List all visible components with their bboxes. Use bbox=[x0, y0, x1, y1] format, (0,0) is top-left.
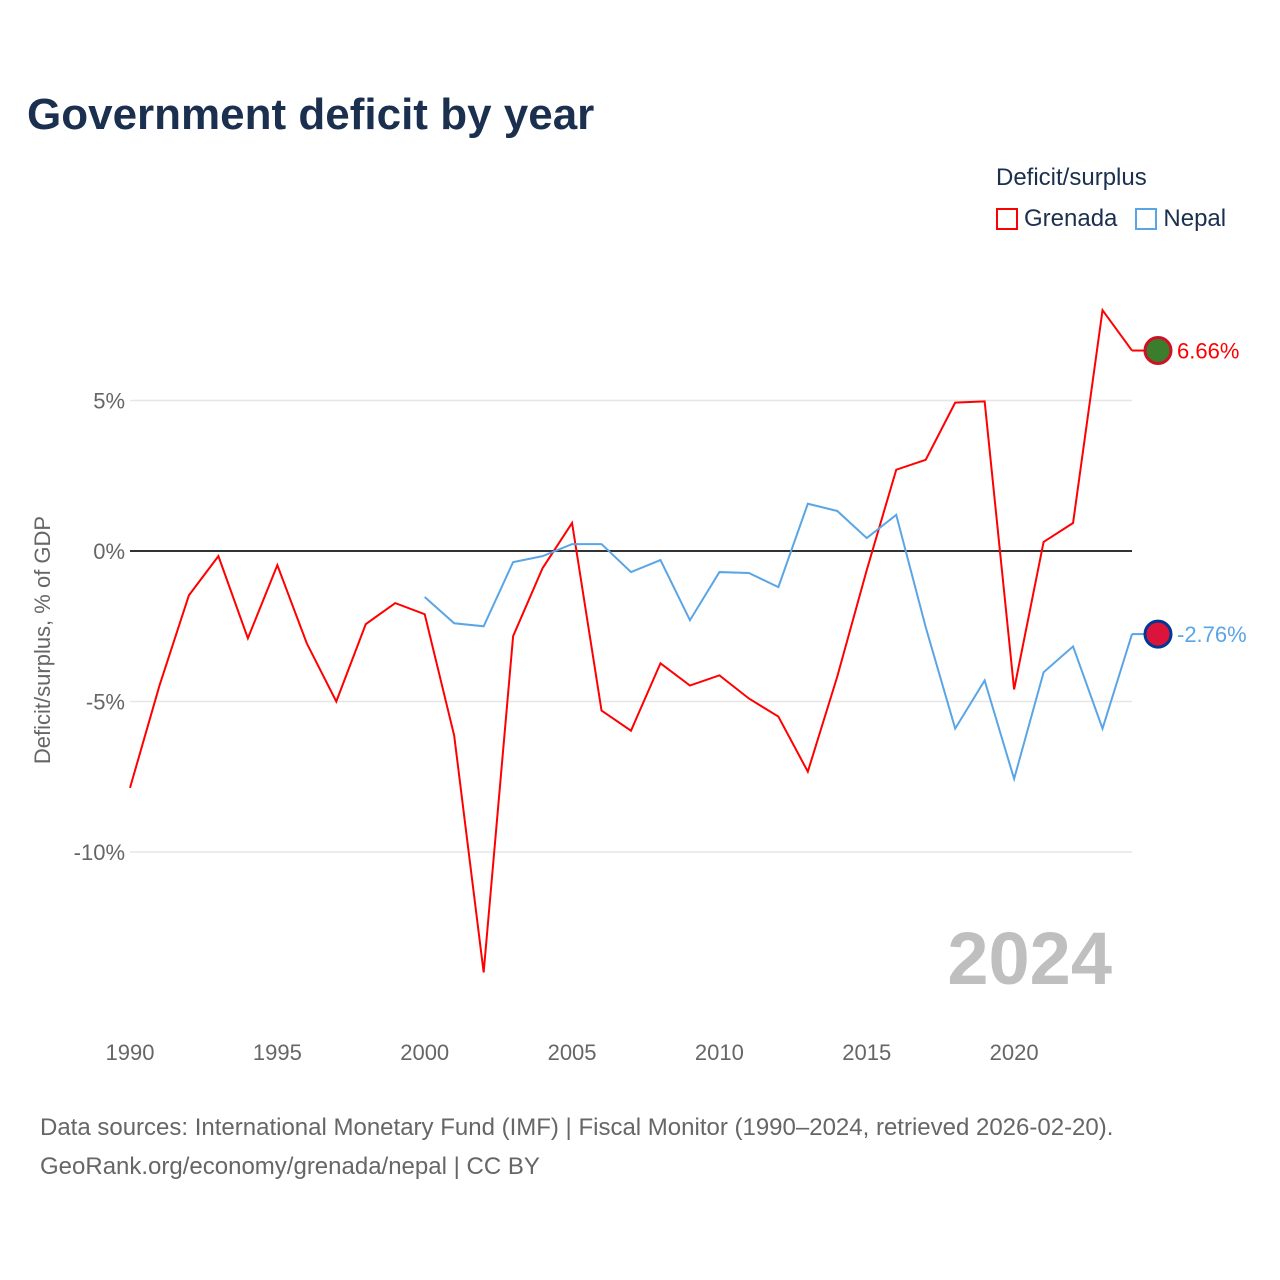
x-tick-label: 2010 bbox=[695, 1040, 744, 1065]
source-line: Data sources: International Monetary Fun… bbox=[40, 1114, 1114, 1141]
end-value-label: 6.66% bbox=[1177, 339, 1239, 364]
source-note: Data sources: International Monetary Fun… bbox=[40, 1108, 1113, 1186]
legend-item-nepal[interactable]: Nepal bbox=[1135, 205, 1226, 233]
series-line-nepal bbox=[424, 502, 1133, 783]
legend: Grenada Nepal bbox=[996, 205, 1226, 233]
legend-item-grenada[interactable]: Grenada bbox=[996, 205, 1117, 233]
legend-swatch bbox=[996, 208, 1018, 230]
flag-icon-grenada bbox=[1143, 336, 1173, 366]
year-watermark: 2024 bbox=[947, 917, 1112, 1000]
x-tick-label: 2020 bbox=[990, 1040, 1039, 1065]
x-tick-label: 2015 bbox=[842, 1040, 891, 1065]
legend-label: Grenada bbox=[1024, 205, 1118, 232]
y-tick-label: -5% bbox=[86, 690, 125, 715]
series-line-grenada bbox=[129, 307, 1133, 973]
flag-icon-nepal bbox=[1143, 619, 1173, 649]
x-tick-label: 1990 bbox=[106, 1040, 155, 1065]
y-tick-label: 5% bbox=[93, 389, 125, 414]
chart-title: Government deficit by year bbox=[27, 90, 595, 139]
legend-swatch bbox=[1135, 208, 1158, 230]
source-link[interactable]: GeoRank.org/economy/grenada/nepal | CC B… bbox=[40, 1153, 540, 1180]
x-tick-label: 2000 bbox=[400, 1040, 449, 1065]
legend-title: Deficit/surplus bbox=[996, 164, 1147, 191]
y-tick-label: -10% bbox=[74, 840, 125, 865]
x-tick-label: 2005 bbox=[548, 1040, 597, 1065]
y-tick-label: 0% bbox=[93, 539, 125, 564]
end-value-label: -2.76% bbox=[1177, 622, 1247, 647]
x-tick-label: 1995 bbox=[253, 1040, 302, 1065]
y-axis-label: Deficit/surplus, % of GDP bbox=[30, 516, 55, 764]
legend-label: Nepal bbox=[1163, 205, 1227, 232]
